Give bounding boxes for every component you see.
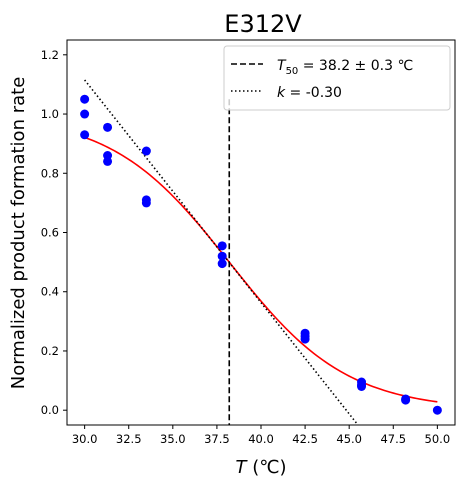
legend-k-label: k = -0.30 — [277, 85, 342, 101]
x-tick-label: 50.0 — [425, 432, 451, 446]
data-point — [80, 94, 90, 104]
data-point — [217, 259, 227, 269]
x-tick-label: 47.5 — [380, 432, 406, 446]
y-tick-label: 0.4 — [41, 285, 59, 299]
x-tick-label: 37.5 — [204, 432, 230, 446]
y-tick-label: 0.8 — [41, 166, 59, 180]
x-axis-label-symbol: T — [236, 457, 249, 478]
data-point — [103, 122, 113, 132]
legend: T50 = 38.2 ± 0.3 ℃ k = -0.30 — [223, 45, 451, 111]
data-point — [103, 156, 113, 166]
x-tick-label: 42.5 — [292, 432, 318, 446]
data-point — [217, 241, 227, 251]
data-point — [141, 198, 151, 208]
legend-t50-label: T50 = 38.2 ± 0.3 ℃ — [277, 58, 413, 77]
plot-area — [80, 79, 442, 426]
legend-t50-symbol: T — [277, 58, 287, 74]
y-tick-label: 0.6 — [41, 226, 59, 240]
x-tick-label: 35.0 — [160, 432, 186, 446]
y-tick-label: 1.2 — [41, 48, 59, 62]
x-axis: 30.0 32.5 35.0 37.5 40.0 42.5 45.0 47.5 50.0 — [72, 425, 450, 446]
chart-title: E312V — [224, 10, 302, 38]
legend-k-symbol: k — [277, 85, 286, 101]
legend-t50-subscript: 50 — [286, 66, 299, 77]
y-tick-label: 0.2 — [41, 344, 59, 358]
x-tick-label: 45.0 — [336, 432, 362, 446]
x-tick-label: 30.0 — [72, 432, 98, 446]
data-point — [357, 382, 367, 391]
legend-box — [223, 45, 451, 111]
x-tick-label: 32.5 — [116, 432, 142, 446]
data-point — [401, 395, 411, 405]
x-axis-label-unit: (℃) — [247, 457, 287, 478]
data-point — [432, 405, 442, 415]
data-point — [217, 251, 227, 261]
legend-k-value: = -0.30 — [285, 85, 342, 101]
data-point — [80, 109, 90, 119]
fit-curve — [84, 136, 438, 403]
data-point — [141, 146, 151, 156]
x-tick-label: 40.0 — [248, 432, 274, 446]
y-tick-label: 1.0 — [41, 107, 59, 121]
data-point — [300, 334, 310, 344]
legend-t50-value: = 38.2 ± 0.3 ℃ — [298, 58, 413, 74]
y-tick-label: 0.0 — [41, 403, 59, 417]
y-axis: 0.0 0.2 0.4 0.6 0.8 1.0 1.2 — [41, 48, 67, 417]
x-axis-label: T (℃) — [236, 457, 287, 478]
data-point — [80, 130, 90, 140]
y-axis-label: Normalized product formation rate — [8, 77, 29, 390]
